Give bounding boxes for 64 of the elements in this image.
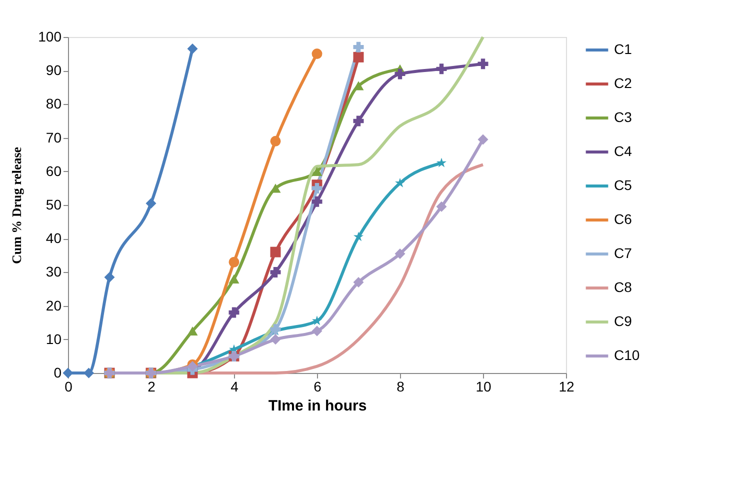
point bbox=[270, 136, 281, 146]
legend-label: C3 bbox=[614, 109, 632, 125]
y-tick-label: 50 bbox=[46, 196, 62, 212]
point bbox=[187, 326, 198, 336]
point bbox=[395, 178, 405, 188]
point bbox=[312, 182, 322, 194]
point bbox=[312, 326, 322, 336]
x-axis-title: TIme in hours bbox=[268, 398, 367, 414]
x-tick-label: 6 bbox=[314, 378, 322, 394]
point bbox=[353, 116, 364, 126]
point bbox=[270, 246, 281, 258]
legend-label: C2 bbox=[614, 75, 632, 91]
legend-label: C4 bbox=[614, 143, 632, 159]
y-tick-label: 100 bbox=[38, 28, 62, 44]
x-tick-label: 8 bbox=[396, 378, 405, 394]
point bbox=[312, 48, 322, 60]
point bbox=[187, 44, 198, 54]
point bbox=[146, 198, 156, 209]
point bbox=[436, 64, 447, 74]
legend-label: C5 bbox=[614, 177, 632, 193]
point bbox=[478, 134, 488, 145]
point bbox=[228, 274, 240, 284]
legend-label: C6 bbox=[614, 211, 632, 227]
point bbox=[312, 166, 322, 176]
point bbox=[478, 58, 488, 70]
point bbox=[270, 184, 281, 193]
y-tick-label: 30 bbox=[46, 264, 62, 280]
point bbox=[353, 277, 364, 288]
point bbox=[270, 266, 281, 278]
point bbox=[436, 158, 446, 168]
legend-label: C8 bbox=[614, 279, 632, 295]
point bbox=[353, 52, 364, 62]
point bbox=[270, 334, 281, 345]
x-tick-label: 2 bbox=[148, 378, 156, 394]
y-tick-label: 10 bbox=[46, 330, 62, 347]
point bbox=[84, 368, 94, 378]
y-tick-label: 40 bbox=[46, 230, 62, 246]
point bbox=[228, 256, 240, 268]
x-tick-label: 4 bbox=[230, 378, 239, 394]
point bbox=[312, 196, 322, 207]
point bbox=[353, 81, 364, 90]
point bbox=[353, 42, 364, 52]
y-tick-label: 0 bbox=[54, 364, 62, 380]
point bbox=[104, 272, 115, 282]
legend-label: C10 bbox=[614, 347, 640, 363]
x-tick-label: 12 bbox=[558, 378, 574, 394]
point bbox=[354, 232, 364, 242]
legend-label: C1 bbox=[614, 41, 632, 57]
point bbox=[394, 68, 406, 80]
point bbox=[62, 368, 74, 378]
y-tick-label: 80 bbox=[46, 96, 62, 112]
x-tick-label: 10 bbox=[476, 378, 492, 394]
point bbox=[436, 201, 447, 212]
x-tick-label: 0 bbox=[64, 378, 73, 394]
y-tick-label: 90 bbox=[46, 62, 62, 78]
y-tick-label: 20 bbox=[46, 297, 62, 314]
point bbox=[394, 248, 406, 259]
y-axis-title: Cum % Drug release bbox=[9, 146, 24, 264]
legend-label: C7 bbox=[614, 245, 632, 261]
point bbox=[228, 307, 240, 318]
point bbox=[312, 316, 322, 326]
y-tick-label: 60 bbox=[46, 162, 62, 179]
legend-label: C9 bbox=[614, 313, 632, 329]
y-tick-label: 70 bbox=[46, 129, 62, 146]
